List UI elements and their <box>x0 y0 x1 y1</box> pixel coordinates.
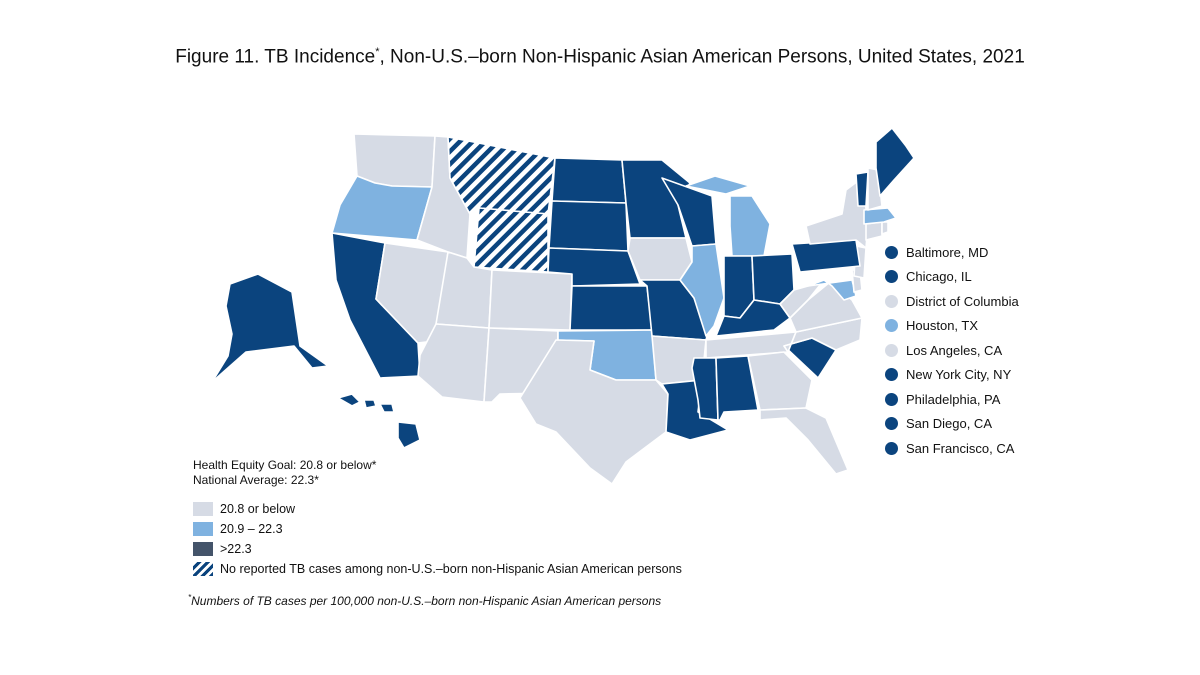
city-dot-icon <box>885 319 898 333</box>
state-north-carolina <box>783 317 863 353</box>
figure-title: Figure 11. TB Incidence*, Non-U.S.–born … <box>0 46 1200 68</box>
city-label: New York City, NY <box>906 367 1012 383</box>
city-label: Los Angeles, CA <box>906 342 1003 358</box>
legend-label: No reported TB cases among non-U.S.–born… <box>220 562 682 576</box>
state-maine <box>875 127 915 197</box>
state-texas <box>519 339 669 485</box>
city-item: New York City, NY <box>885 363 1019 388</box>
city-item: San Diego, CA <box>885 412 1019 437</box>
state-iowa <box>627 237 693 281</box>
legend-swatch <box>193 502 213 516</box>
city-label: San Diego, CA <box>906 416 992 432</box>
city-item: Houston, TX <box>885 314 1019 339</box>
legend-swatch <box>193 562 213 576</box>
state-minnesota <box>621 159 691 239</box>
city-list: Baltimore, MD Chicago, IL District of Colu… <box>885 240 1019 461</box>
health-equity-goal: Health Equity Goal: 20.8 or below* <box>193 458 377 472</box>
state-pennsylvania <box>791 239 861 273</box>
state-colorado <box>488 269 573 331</box>
state-hawaii <box>337 393 421 449</box>
legend-item: 20.9 – 22.3 <box>193 519 682 539</box>
city-dot-icon <box>885 294 898 308</box>
goal-text: Health Equity Goal: 20.8 or below* Natio… <box>193 458 376 488</box>
legend-label: 20.8 or below <box>220 502 296 516</box>
legend-swatch <box>193 542 213 556</box>
state-south-dakota <box>548 200 629 252</box>
state-montana <box>447 136 556 215</box>
footnote-marker: * <box>188 593 192 602</box>
city-item: District of Columbia <box>885 289 1019 314</box>
legend-item: >22.3 <box>193 539 682 559</box>
city-label: District of Columbia <box>906 293 1019 309</box>
city-item: Philadelphia, PA <box>885 387 1019 412</box>
city-dot-icon <box>885 392 898 406</box>
state-maryland <box>807 279 857 301</box>
state-massachusetts <box>863 207 897 225</box>
city-dot-icon <box>885 270 898 284</box>
state-wyoming <box>473 207 549 273</box>
state-georgia <box>747 351 813 411</box>
national-average: National Average: 22.3* <box>193 473 319 487</box>
legend-label: >22.3 <box>220 542 252 556</box>
city-label: Baltimore, MD <box>906 244 989 260</box>
city-label: Philadelphia, PA <box>906 391 1001 407</box>
city-item: San Francisco, CA <box>885 436 1019 461</box>
state-alaska <box>211 273 329 383</box>
footnote: *Numbers of TB cases per 100,000 non-U.S… <box>188 593 661 608</box>
city-dot-icon <box>885 245 898 259</box>
state-vermont <box>855 171 869 207</box>
legend-item: No reported TB cases among non-U.S.–born… <box>193 559 682 579</box>
legend-label: 20.9 – 22.3 <box>220 522 283 536</box>
footnote-text: Numbers of TB cases per 100,000 non-U.S.… <box>191 594 662 608</box>
legend-swatch <box>193 522 213 536</box>
city-dot-icon <box>885 343 898 357</box>
title-asterisk: * <box>375 46 380 58</box>
legend: 20.8 or below 20.9 – 22.3 >22.3 No reported… <box>193 499 682 579</box>
city-label: San Francisco, CA <box>906 440 1015 456</box>
city-dot-icon <box>885 368 898 382</box>
title-main: Figure 11. TB Incidence <box>175 46 376 68</box>
city-item: Los Angeles, CA <box>885 338 1019 363</box>
legend-item: 20.8 or below <box>193 499 682 519</box>
state-illinois <box>679 243 725 337</box>
title-rest: , Non-U.S.–born Non-Hispanic Asian Ameri… <box>379 46 1025 68</box>
state-north-dakota <box>551 157 627 204</box>
state-rhode-island <box>881 221 889 235</box>
state-connecticut <box>865 221 883 241</box>
city-item: Baltimore, MD <box>885 240 1019 265</box>
city-item: Chicago, IL <box>885 265 1019 290</box>
city-dot-icon <box>885 417 898 431</box>
state-kansas <box>569 285 653 331</box>
state-florida <box>759 407 849 475</box>
city-label: Houston, TX <box>906 318 979 334</box>
city-label: Chicago, IL <box>906 269 972 285</box>
city-dot-icon <box>885 441 898 455</box>
